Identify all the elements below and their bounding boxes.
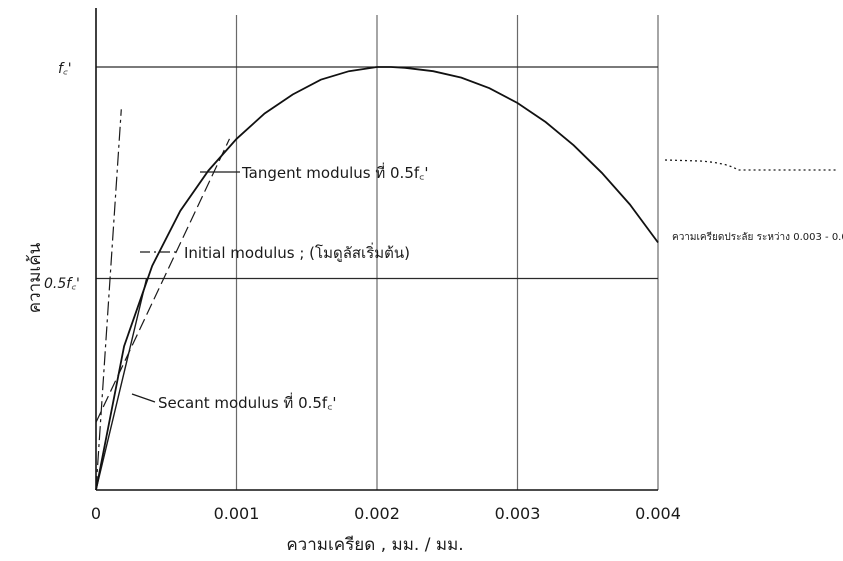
x-tick-label-1: 0.001 <box>214 504 260 523</box>
secant-modulus-line <box>95 278 148 491</box>
annotation-initial: Initial modulus ; (โมดูลัสเริ่มต้น) <box>184 242 410 262</box>
y-level-half-fc-label: 0.5f꜀' <box>44 276 80 292</box>
annotation-tangent: Tangent modulus ที่ 0.5f꜀' <box>241 162 428 182</box>
y-level-fc-label: f꜀' <box>58 61 72 77</box>
ultimate-strain-leader <box>664 159 838 171</box>
x-tick-label-0: 0 <box>91 504 101 523</box>
stress-strain-curve <box>95 66 659 491</box>
annotation-leaders <box>131 159 838 403</box>
annotation-ultimate-strain: ความเครียดประลัย ระหว่าง 0.003 - 0.004 <box>672 231 843 243</box>
x-tick-labels: 0 0.001 0.002 0.003 0.004 <box>91 504 681 523</box>
gridlines <box>235 15 659 490</box>
x-tick-label-4: 0.004 <box>635 504 681 523</box>
x-tick-label-3: 0.003 <box>495 504 541 523</box>
secant-leader <box>131 393 156 403</box>
x-tick-label-2: 0.002 <box>354 504 400 523</box>
initial-modulus-line <box>95 109 122 491</box>
annotation-secant: Secant modulus ที่ 0.5f꜀' <box>158 392 337 412</box>
stress-strain-curve-path <box>95 66 659 491</box>
y-axis-label: ความเค้น <box>25 242 45 313</box>
axes <box>95 8 658 491</box>
modulus-lines <box>95 109 231 491</box>
x-axis-label: ความเครียด , มม. / มม. <box>286 535 463 555</box>
